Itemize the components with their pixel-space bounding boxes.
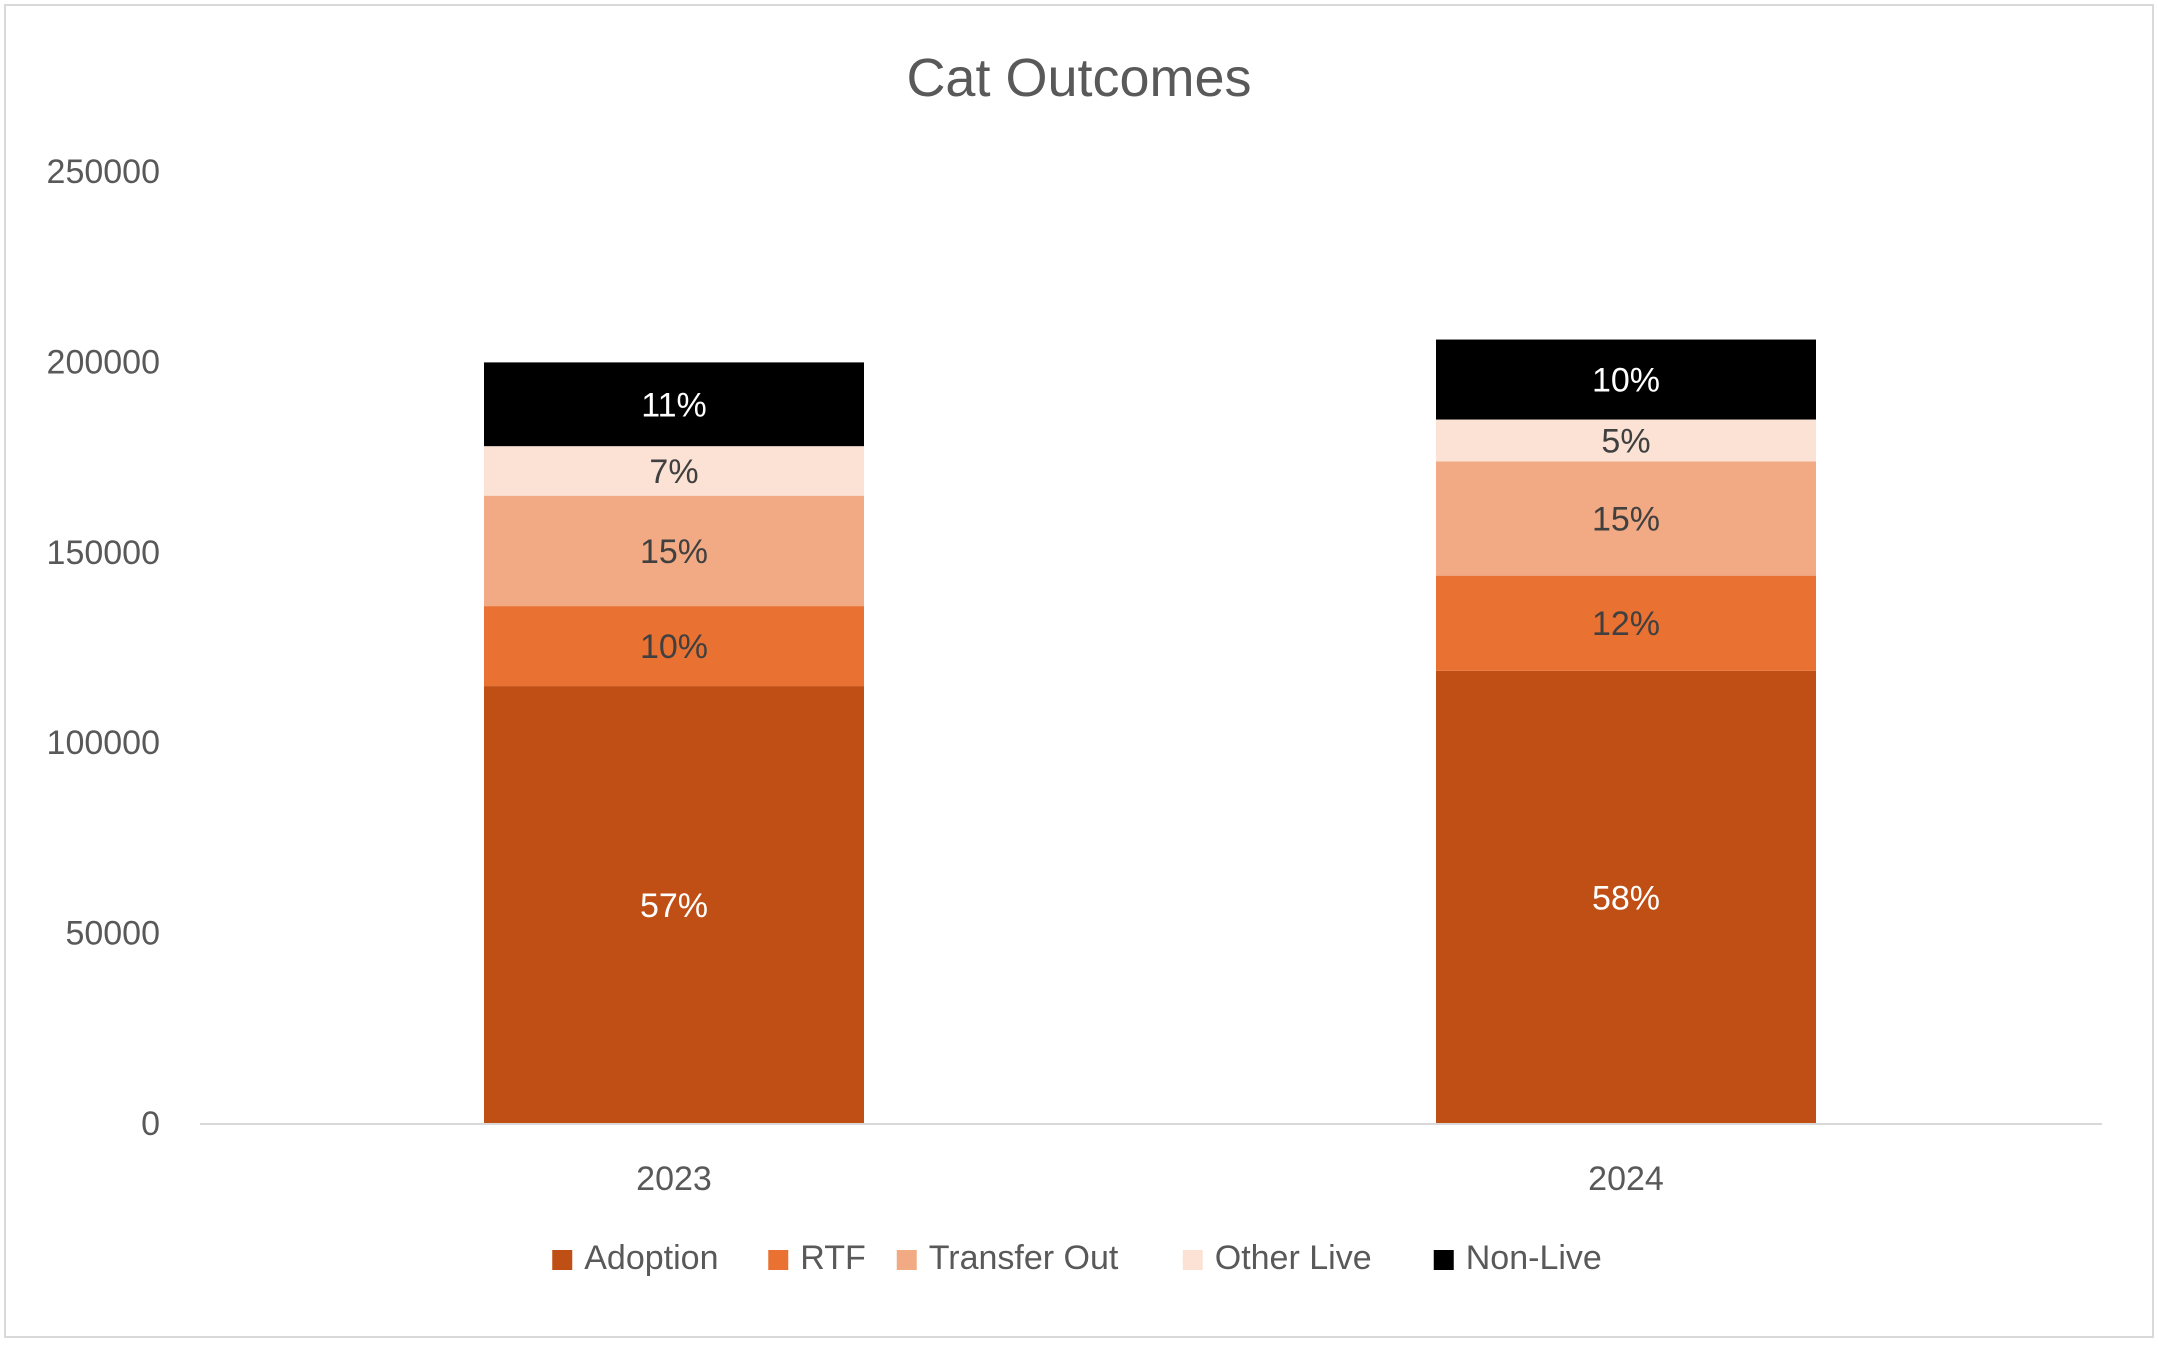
- y-tick-label: 100000: [47, 724, 160, 762]
- bar-segment-other-live-2024: [1436, 419, 1816, 462]
- x-tick-label: 2023: [636, 1160, 712, 1198]
- data-label: 57%: [640, 887, 708, 925]
- legend-item-other-live: Other Live: [1182, 1239, 1372, 1277]
- bar-segment-non-live-2024: [1436, 339, 1816, 420]
- y-tick-label: 50000: [65, 915, 160, 953]
- data-label: 15%: [1592, 501, 1660, 539]
- data-label: 10%: [640, 628, 708, 666]
- legend-swatch: [1433, 1250, 1454, 1270]
- bar-segment-adoption-2024: [1436, 670, 1816, 1124]
- legend-item-transfer-out: Transfer Out: [896, 1239, 1119, 1277]
- bar-segment-rtf-2024: [1436, 575, 1816, 671]
- y-axis: 0 50000 100000 150000 200000 250000: [47, 153, 160, 1143]
- y-tick-label: 0: [141, 1105, 160, 1143]
- legend-label: Transfer Out: [929, 1239, 1119, 1277]
- bar-segment-non-live-2023: [484, 362, 864, 447]
- legend-swatch: [768, 1250, 789, 1270]
- data-label: 12%: [1592, 605, 1660, 643]
- data-label: 5%: [1601, 422, 1650, 460]
- y-tick-label: 150000: [47, 534, 160, 572]
- legend-label: Adoption: [584, 1239, 718, 1277]
- data-label: 15%: [640, 533, 708, 571]
- y-tick-label: 200000: [47, 343, 160, 381]
- data-label: 58%: [1592, 879, 1660, 917]
- bar-segment-adoption-2023: [484, 686, 864, 1124]
- bars-group: 57% 10% 15% 7% 11% 58% 12% 15% 5% 10%: [484, 339, 1816, 1124]
- bar-segment-transfer-out-2023: [484, 495, 864, 607]
- x-axis: 2023 2024: [636, 1160, 1664, 1198]
- data-label: 10%: [1592, 362, 1660, 400]
- legend-label: Other Live: [1215, 1239, 1372, 1277]
- y-tick-label: 250000: [47, 153, 160, 191]
- data-label: 7%: [649, 453, 698, 491]
- legend-label: Non-Live: [1466, 1239, 1602, 1277]
- bar-segment-rtf-2023: [484, 606, 864, 687]
- legend-item-adoption: Adoption: [552, 1239, 718, 1277]
- legend: Adoption RTF Transfer Out Other Live Non-Liv…: [552, 1239, 1602, 1277]
- chart-title: Cat Outcomes: [906, 48, 1251, 108]
- data-label: 11%: [641, 386, 707, 424]
- legend-label: RTF: [800, 1239, 865, 1277]
- legend-swatch: [1182, 1250, 1203, 1270]
- x-tick-label: 2024: [1588, 1160, 1664, 1198]
- legend-item-non-live: Non-Live: [1433, 1239, 1602, 1277]
- bar-segment-other-live-2023: [484, 446, 864, 496]
- legend-item-rtf: RTF: [768, 1239, 866, 1277]
- legend-swatch: [896, 1250, 917, 1270]
- chart-border: [4, 4, 2154, 1338]
- bar-segment-transfer-out-2024: [1436, 461, 1816, 576]
- legend-swatch: [552, 1250, 573, 1270]
